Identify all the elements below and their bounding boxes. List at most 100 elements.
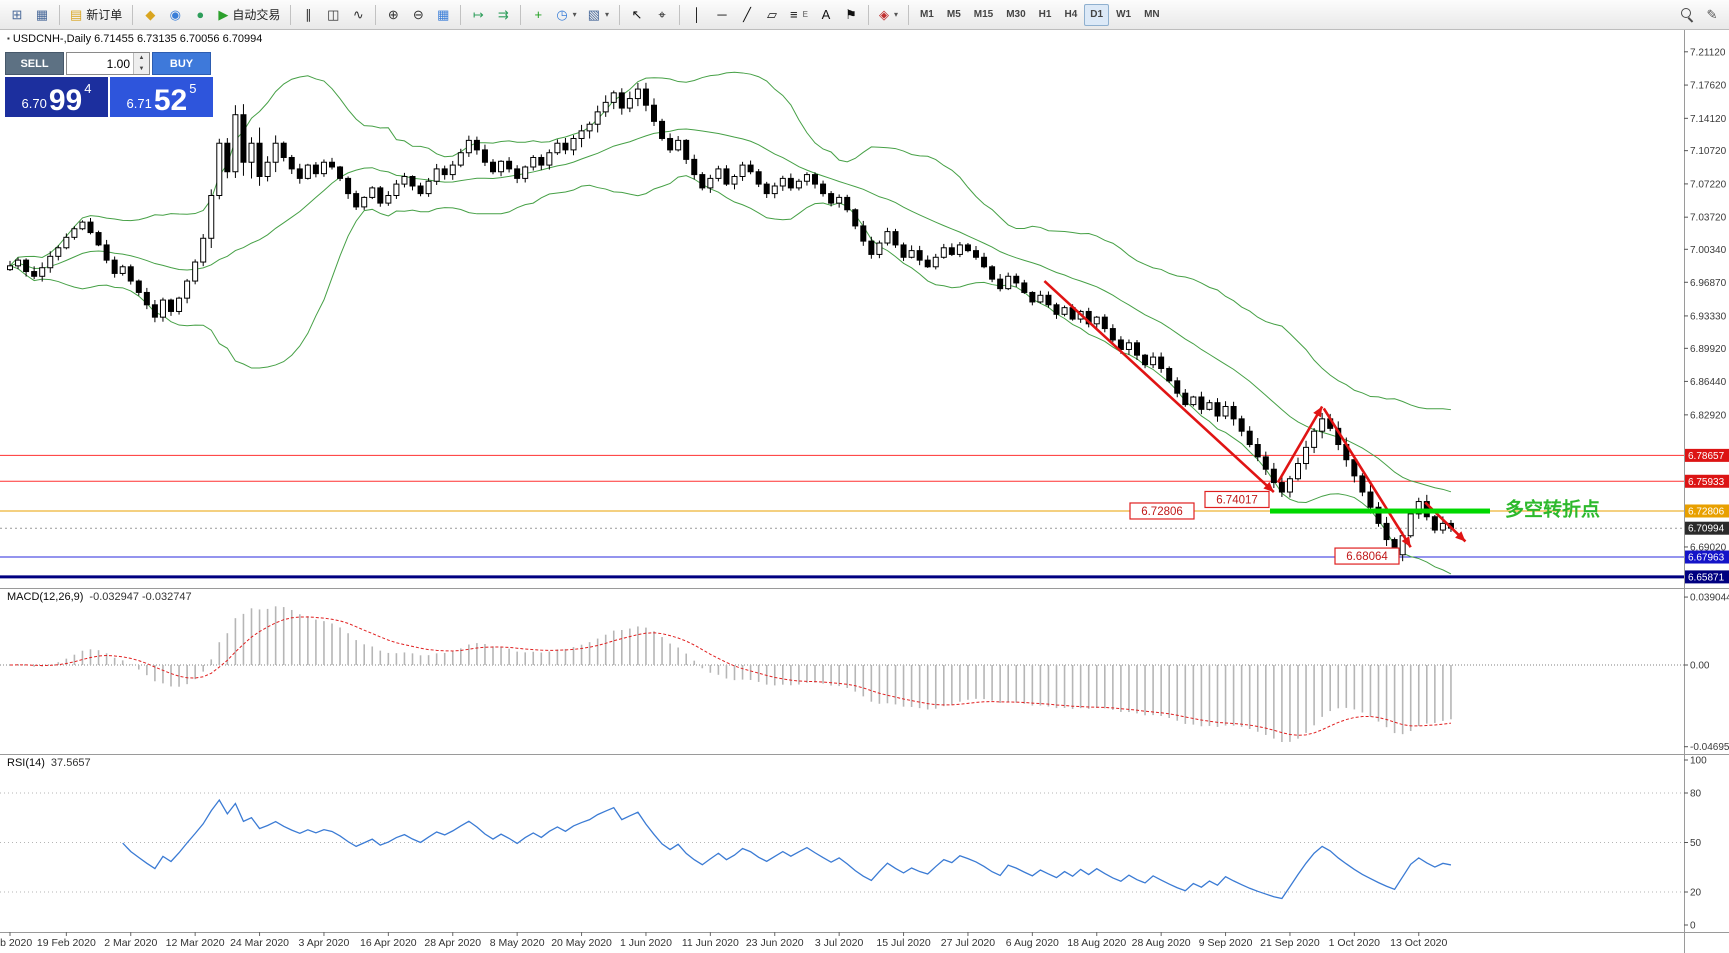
new-chart-button[interactable]: ⊞ — [5, 3, 29, 27]
time-axis[interactable]: Feb 2020 19 Feb 2020 2 Mar 2020 12 Mar 2020… — [0, 932, 1448, 949]
svg-text:19 Feb 2020: 19 Feb 2020 — [37, 937, 96, 949]
buy-button[interactable]: BUY — [152, 52, 211, 75]
line-chart-icon: ∿ — [352, 7, 364, 22]
buy-price-display[interactable]: 6.71 52 5 — [110, 77, 213, 117]
svg-text:6.72806: 6.72806 — [1141, 506, 1183, 518]
chevron-down-icon: ▾ — [572, 10, 577, 19]
sell-price-display[interactable]: 6.70 99 4 — [5, 77, 108, 117]
svg-text:6.78657: 6.78657 — [1688, 451, 1725, 462]
svg-text:6.70994: 6.70994 — [1688, 524, 1725, 535]
add-indicator-button[interactable]: + — [526, 3, 550, 27]
chart-windows-button[interactable]: ▦ — [30, 3, 54, 27]
macd-label: MACD(12,26,9) -0.032947 -0.032747 — [7, 591, 192, 603]
text-button[interactable]: A — [814, 3, 838, 27]
cursor-button[interactable]: ↖ — [625, 3, 649, 27]
zoom-in-button[interactable]: ⊕ — [381, 3, 405, 27]
svg-text:0: 0 — [1690, 921, 1696, 932]
crosshair-icon: ⌖ — [658, 7, 666, 22]
rsi-name: RSI(14) — [7, 757, 45, 769]
trendline-icon: ╱ — [743, 7, 751, 22]
svg-text:27 Jul 2020: 27 Jul 2020 — [941, 937, 995, 949]
svg-text:6.82920: 6.82920 — [1690, 410, 1727, 421]
chevron-down-icon: ▾ — [893, 10, 898, 19]
svg-text:20: 20 — [1690, 888, 1702, 899]
svg-text:1 Oct 2020: 1 Oct 2020 — [1329, 937, 1381, 949]
svg-text:0.00: 0.00 — [1690, 661, 1710, 672]
one-click-trading-panel: SELL ▲ ▼ BUY 6.70 99 4 6.71 52 5 — [5, 52, 215, 117]
svg-text:6.67963: 6.67963 — [1688, 553, 1725, 564]
support-bar[interactable] — [1270, 508, 1490, 514]
macd-name: MACD(12,26,9) — [7, 591, 84, 603]
svg-text:11 Jun 2020: 11 Jun 2020 — [682, 937, 739, 949]
price-axis[interactable]: 7.21120 7.17620 7.14120 7.10720 7.07220 7.037… — [1684, 47, 1729, 584]
toolbar-separator — [520, 4, 522, 25]
sell-button[interactable]: SELL — [5, 52, 64, 75]
market-watch-icon: ◉ — [169, 7, 181, 22]
label-button[interactable]: ⚑ — [839, 3, 863, 27]
cursor-icon: ↖ — [631, 7, 643, 22]
tile-windows-button[interactable]: ▦ — [431, 3, 455, 27]
quick-edit-button[interactable]: ✎ — [1700, 3, 1724, 27]
svg-text:7.00340: 7.00340 — [1690, 245, 1727, 256]
toolbar: ⊞ ▦ ▤ 新订单 ◆ ◉ ● ▶ 自动交易 ∥ ◫ ∿ ⊕ ⊖ ▦ ↦ ⇉ + ◷ ▾ ▧ ▾ ↖ ⌖ │ ─ ╱ ▱ ≡ E A ⚑ ◈ ▾ M… — [0, 0, 1729, 30]
timeframe-m30[interactable]: M30 — [1006, 9, 1026, 20]
timeframe-h1[interactable]: H1 — [1038, 9, 1052, 20]
auto-scroll-button[interactable]: ↦ — [466, 3, 490, 27]
search-icon — [1680, 8, 1694, 21]
autotrading-button-label: 自动交易 — [232, 8, 281, 22]
timeframe-m1[interactable]: M1 — [919, 9, 934, 20]
vertical-line-button[interactable]: │ — [685, 3, 709, 27]
volume-input[interactable] — [67, 53, 133, 74]
auto-scroll-icon: ↦ — [472, 7, 484, 22]
search-button[interactable] — [1675, 3, 1699, 27]
svg-text:2 Mar 2020: 2 Mar 2020 — [104, 937, 157, 949]
crosshair-button[interactable]: ⌖ — [650, 3, 674, 27]
templates-button[interactable]: ▧ ▾ — [583, 3, 614, 27]
new-order-button-label: 新订单 — [86, 8, 123, 22]
timeframe-m15[interactable]: M15 — [973, 9, 994, 20]
chart-shift-button[interactable]: ⇉ — [491, 3, 515, 27]
horizontal-levels-layer[interactable] — [0, 454, 1684, 579]
chart-title-text: USDCNH-,Daily 6.71455 6.73135 6.70056 6.… — [12, 33, 263, 45]
candlestick-chart-button[interactable]: ◫ — [321, 3, 345, 27]
trendline-button[interactable]: ╱ — [735, 3, 759, 27]
toolbar-separator — [619, 4, 620, 25]
candles-layer[interactable] — [7, 82, 1454, 562]
timeframe-m5[interactable]: M5 — [946, 9, 961, 20]
indicator-axes: 0.039044 0.00 -0.046959 100 80 50 20 0 — [1684, 593, 1729, 932]
timeframe-w1[interactable]: W1 — [1116, 9, 1132, 20]
volume-box: ▲ ▼ — [66, 52, 150, 75]
trend-arrows-layer[interactable] — [1043, 280, 1467, 548]
line-chart-button[interactable]: ∿ — [346, 3, 370, 27]
bar-chart-button[interactable]: ∥ — [296, 3, 320, 27]
timeframe-mn[interactable]: MN — [1144, 9, 1160, 20]
candlestick-chart-icon: ◫ — [327, 7, 340, 22]
toolbar-separator — [375, 4, 377, 25]
market-watch-button[interactable]: ◉ — [163, 3, 187, 27]
fibonacci-button[interactable]: ≡ E — [790, 7, 808, 22]
periods-button[interactable]: ◷ ▾ — [551, 3, 581, 27]
horizontal-line-button[interactable]: ─ — [710, 3, 734, 27]
sell-price-big: 99 — [48, 83, 83, 117]
volume-up-icon[interactable]: ▲ — [134, 53, 149, 64]
svg-text:18 Aug 2020: 18 Aug 2020 — [1067, 937, 1126, 949]
channel-button[interactable]: ▱ — [760, 3, 784, 27]
sell-price-sup: 4 — [84, 81, 92, 96]
pencil-icon: ✎ — [1706, 7, 1718, 22]
volume-down-icon[interactable]: ▼ — [134, 63, 149, 74]
autotrading-button[interactable]: ▶ 自动交易 — [213, 3, 285, 27]
svg-text:24 Mar 2020: 24 Mar 2020 — [230, 937, 289, 949]
shapes-button[interactable]: ◈ ▾ — [874, 3, 903, 27]
timeframe-d1[interactable]: D1 — [1084, 3, 1110, 26]
new-order-button[interactable]: ▤ 新订单 — [65, 3, 127, 27]
svg-text:6.69020: 6.69020 — [1690, 542, 1727, 553]
timeframe-h4[interactable]: H4 — [1064, 9, 1078, 20]
zoom-out-button[interactable]: ⊖ — [406, 3, 430, 27]
svg-text:12 Mar 2020: 12 Mar 2020 — [166, 937, 225, 949]
community-button[interactable]: ● — [188, 3, 212, 27]
accounts-button[interactable]: ◆ — [138, 3, 162, 27]
toolbar-separator — [290, 4, 292, 25]
svg-text:7.03720: 7.03720 — [1690, 213, 1727, 224]
